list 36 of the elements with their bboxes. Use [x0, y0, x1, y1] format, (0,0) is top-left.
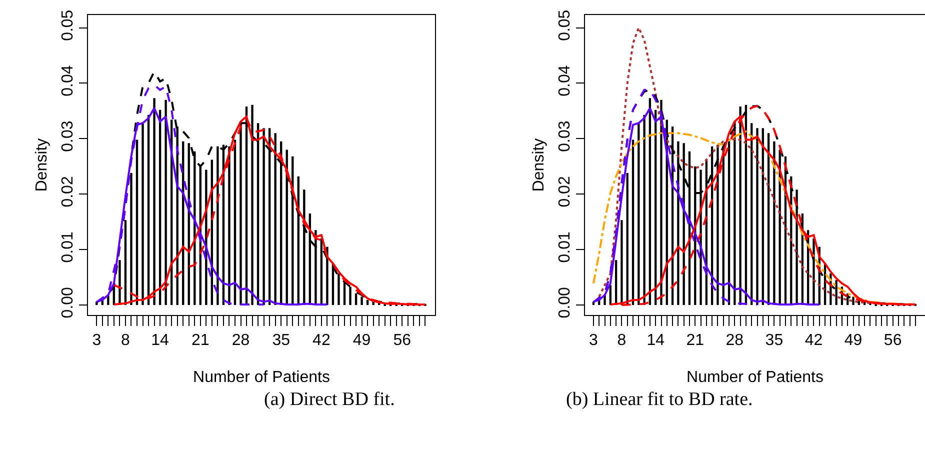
y-tick-label: 0.05: [60, 10, 77, 41]
y-tick-label: 0.04: [60, 65, 77, 96]
x-tick-label: 3: [589, 332, 598, 350]
x-tick-label: 28: [232, 332, 250, 350]
y-tick-label: 0.02: [60, 176, 77, 208]
y-tick-label: 0.00: [556, 286, 574, 318]
y-tick-label: 0.01: [60, 232, 77, 263]
text: (b) Linear fit to BD rate.: [566, 389, 753, 410]
y-tick-label: 0.03: [556, 120, 574, 152]
x-tick-label: 14: [151, 332, 170, 350]
y-tick-label: 0.00: [60, 286, 77, 318]
y-tick-label: 0.03: [60, 120, 77, 152]
x-tick-label: 3: [92, 332, 102, 350]
x-tick-label: 35: [272, 332, 290, 350]
y-tick-label: 0.04: [556, 65, 574, 96]
x-tick-label: 56: [393, 332, 412, 350]
x-tick-label: 28: [726, 332, 744, 350]
x-tick-label: 42: [312, 332, 330, 350]
x-tick-label: 14: [646, 332, 665, 350]
y-axis-title: Density: [34, 138, 50, 192]
x-tick-label: 42: [804, 332, 823, 350]
x-tick-label: 56: [884, 332, 902, 350]
x-tick-label: 8: [121, 332, 130, 350]
x-axis-title: Number of Patients: [193, 368, 330, 386]
x-tick-label: 21: [686, 332, 704, 350]
x-tick-label: 35: [765, 332, 784, 350]
x-tick-label: 49: [352, 332, 371, 350]
text: (a) Direct BD fit.: [264, 389, 395, 410]
x-tick-label: 21: [192, 332, 210, 350]
x-tick-label: 49: [844, 332, 862, 350]
x-tick-label: 8: [617, 332, 626, 350]
y-tick-label: 0.02: [556, 176, 574, 208]
y-tick-label: 0.01: [556, 232, 574, 263]
y-axis-title: Density: [530, 138, 548, 192]
y-tick-label: 0.05: [556, 10, 574, 41]
x-axis-title: Number of Patients: [686, 368, 824, 386]
